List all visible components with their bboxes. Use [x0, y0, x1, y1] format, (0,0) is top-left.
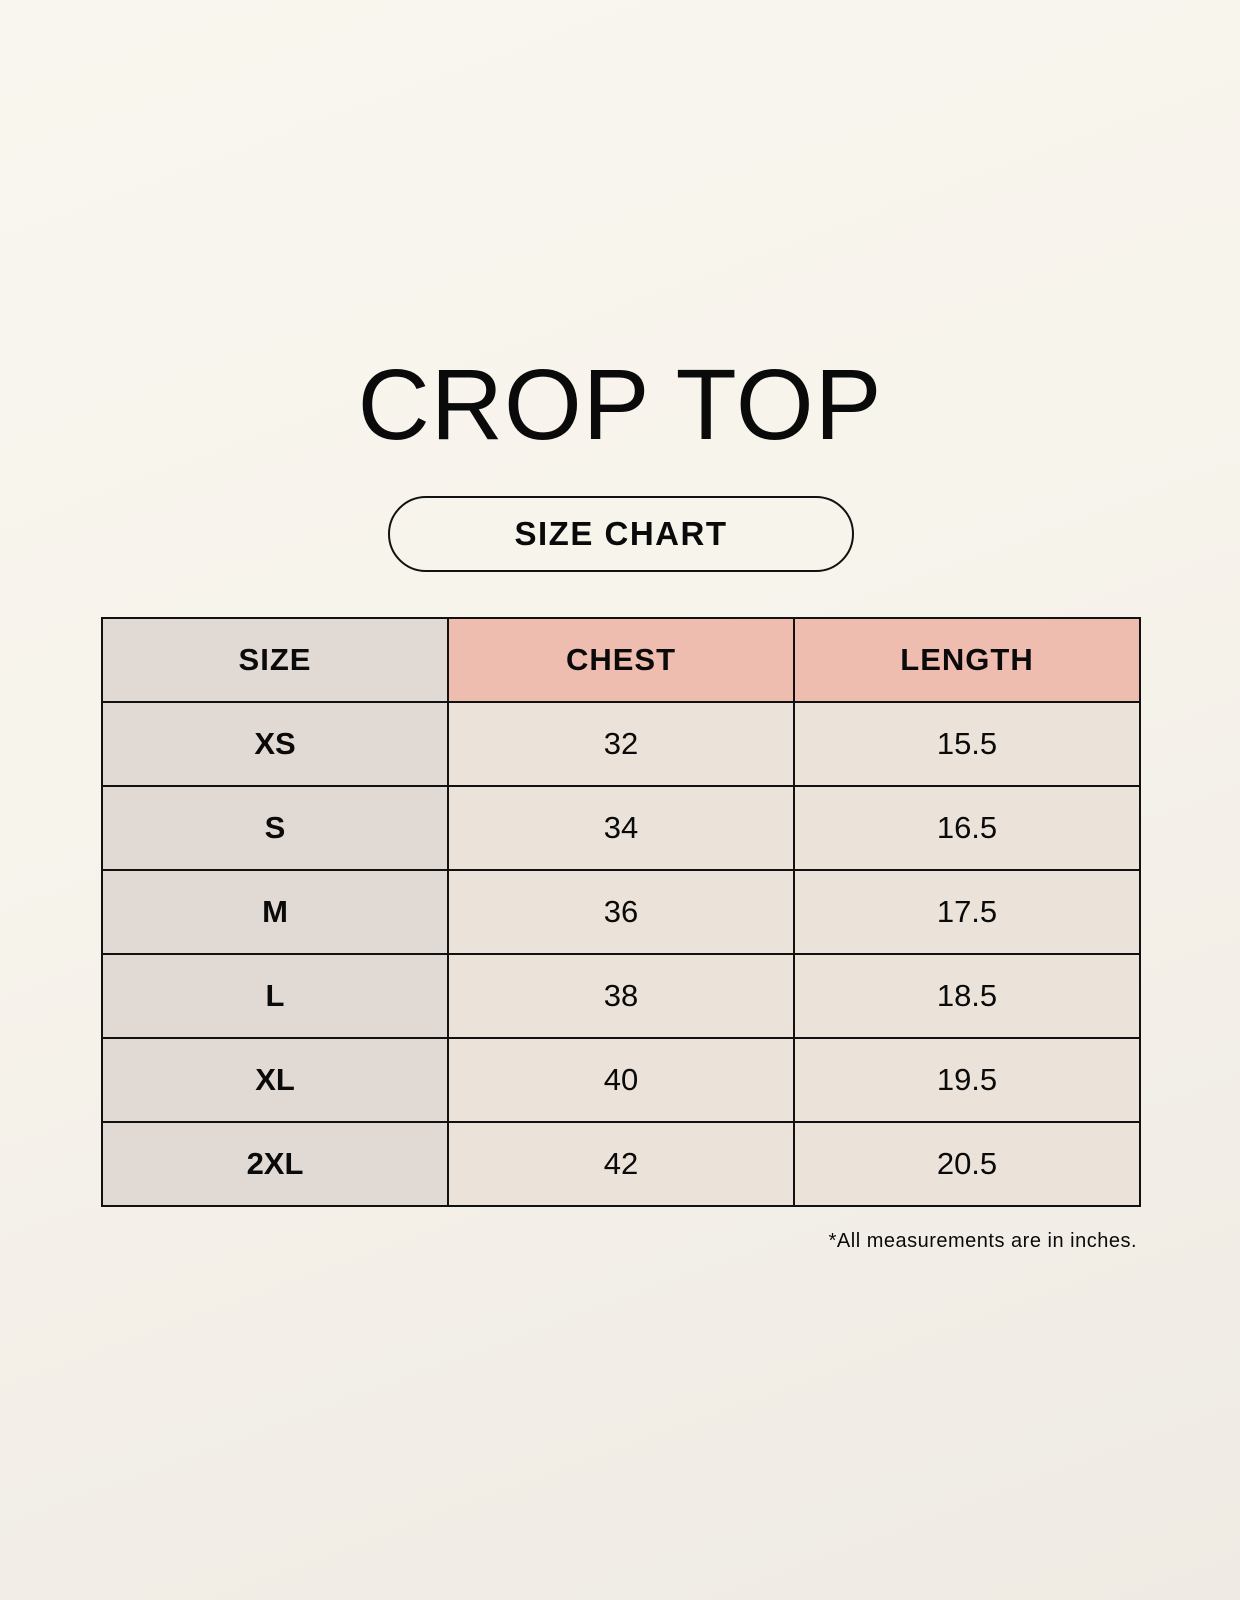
- cell-size: S: [101, 785, 449, 871]
- cell-chest: 40: [447, 1037, 795, 1123]
- cell-size: XS: [101, 701, 449, 787]
- page-title: CROP TOP: [357, 349, 883, 461]
- header-chest: CHEST: [447, 617, 795, 703]
- header-length: LENGTH: [793, 617, 1141, 703]
- table-row: M 36 17.5: [101, 869, 1141, 955]
- cell-length: 18.5: [793, 953, 1141, 1039]
- cell-size: XL: [101, 1037, 449, 1123]
- table-row: L 38 18.5: [101, 953, 1141, 1039]
- header-size: SIZE: [101, 617, 449, 703]
- cell-length: 17.5: [793, 869, 1141, 955]
- cell-length: 20.5: [793, 1121, 1141, 1207]
- table-row: XL 40 19.5: [101, 1037, 1141, 1123]
- cell-chest: 36: [447, 869, 795, 955]
- table-row: S 34 16.5: [101, 785, 1141, 871]
- table-row: XS 32 15.5: [101, 701, 1141, 787]
- table-header-row: SIZE CHEST LENGTH: [101, 617, 1141, 703]
- cell-length: 19.5: [793, 1037, 1141, 1123]
- table-row: 2XL 42 20.5: [101, 1121, 1141, 1207]
- size-chart-badge: SIZE CHART: [388, 496, 854, 572]
- cell-size: L: [101, 953, 449, 1039]
- cell-chest: 42: [447, 1121, 795, 1207]
- cell-chest: 34: [447, 785, 795, 871]
- cell-size: M: [101, 869, 449, 955]
- cell-chest: 38: [447, 953, 795, 1039]
- cell-length: 15.5: [793, 701, 1141, 787]
- size-table: SIZE CHEST LENGTH XS 32 15.5 S 34 16.5 M 36 17.5…: [101, 617, 1141, 1207]
- cell-chest: 32: [447, 701, 795, 787]
- footnote: *All measurements are in inches.: [828, 1230, 1137, 1252]
- cell-length: 16.5: [793, 785, 1141, 871]
- cell-size: 2XL: [101, 1121, 449, 1207]
